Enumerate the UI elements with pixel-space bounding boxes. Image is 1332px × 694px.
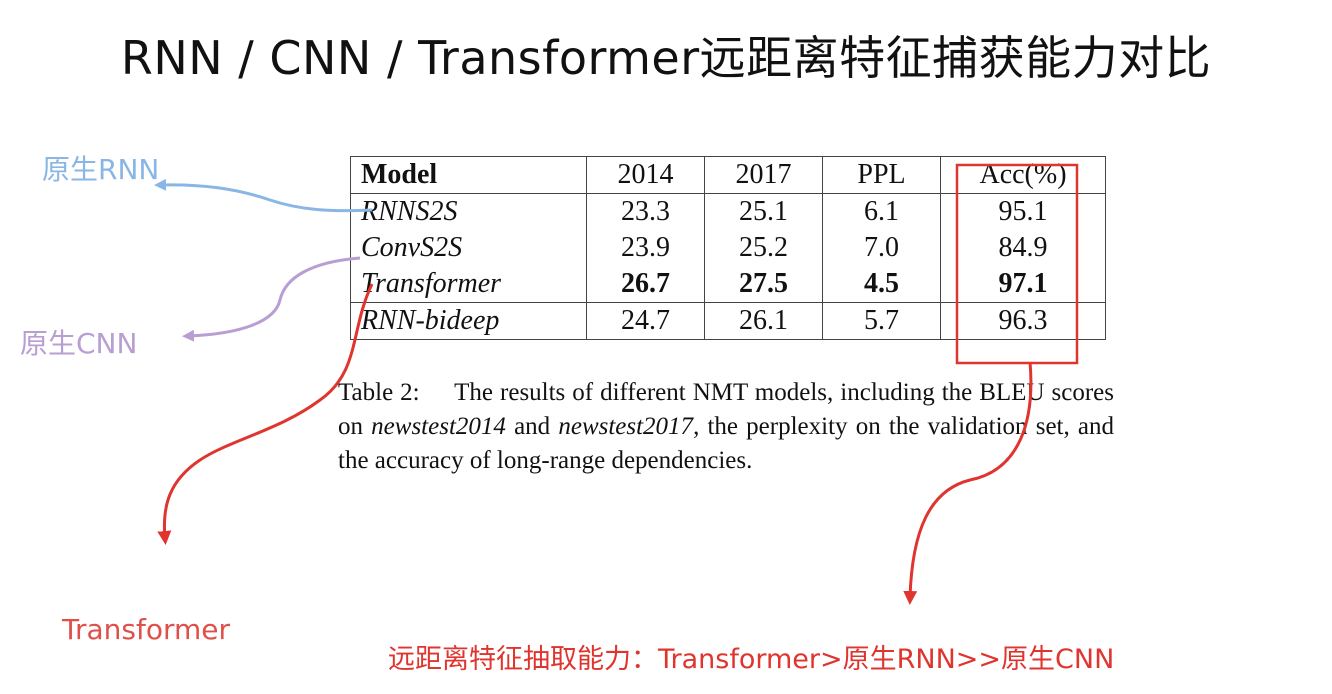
caption-lead: Table 2: xyxy=(338,379,420,406)
rnn-arrow xyxy=(154,178,373,213)
ppl-cell: 5.7 xyxy=(822,302,941,340)
bleu-2014-cell: 24.7 xyxy=(586,302,705,340)
slide-title: RNN / CNN / Transformer远距离特征捕获能力对比 xyxy=(120,31,1212,85)
bleu-2014-cell: 23.3 xyxy=(586,193,705,230)
ppl-cell: 6.1 xyxy=(822,193,941,230)
bleu-2014-cell: 23.9 xyxy=(586,230,705,266)
acc-cell: 96.3 xyxy=(940,302,1106,340)
model-cell: RNN-bideep xyxy=(350,302,587,340)
bleu-2017-cell: 25.2 xyxy=(704,230,823,266)
ppl-cell: 7.0 xyxy=(822,230,941,266)
cnn-arrow xyxy=(182,256,361,342)
header-acc: Acc(%) xyxy=(940,156,1106,194)
header-2017: 2017 xyxy=(704,156,823,194)
table-row: RNN-bideep 24.7 26.1 5.7 96.3 xyxy=(350,302,1106,340)
rnn-annotation-label: 原生RNN xyxy=(42,153,160,186)
model-cell: ConvS2S xyxy=(350,230,587,266)
acc-cell: 95.1 xyxy=(940,193,1106,230)
bleu-2014-cell: 26.7 xyxy=(586,266,705,303)
model-cell: Transformer xyxy=(350,266,587,303)
ppl-cell: 4.5 xyxy=(822,266,941,303)
table-header-row: Model 2014 2017 PPL Acc(%) xyxy=(350,156,1106,194)
model-cell: RNNS2S xyxy=(350,193,587,230)
table-caption: Table 2: The results of different NMT mo… xyxy=(338,376,1114,478)
caption-emphasis-1: newstest2014 xyxy=(371,413,506,440)
caption-text-2: and xyxy=(514,413,551,440)
transformer-annotation-label: Transformer xyxy=(62,613,231,646)
bleu-2017-cell: 25.1 xyxy=(704,193,823,230)
acc-cell: 84.9 xyxy=(940,230,1106,266)
cnn-annotation-label: 原生CNN xyxy=(20,327,138,360)
caption-text-3: , the perplexity on the validation set, … xyxy=(338,413,1115,474)
header-2014: 2014 xyxy=(586,156,705,194)
bleu-2017-cell: 27.5 xyxy=(704,266,823,303)
table-row: ConvS2S 23.9 25.2 7.0 84.9 xyxy=(350,230,1106,266)
conclusion-text: 远距离特征抽取能力：Transformer>原生RNN>>原生CNN xyxy=(388,644,1115,675)
acc-cell: 97.1 xyxy=(940,266,1106,303)
bleu-2017-cell: 26.1 xyxy=(704,302,823,340)
header-model: Model xyxy=(350,156,587,194)
results-table: Model 2014 2017 PPL Acc(%) RNNS2S 23.3 2… xyxy=(350,156,1106,340)
table-row: Transformer 26.7 27.5 4.5 97.1 xyxy=(350,266,1106,303)
table-row: RNNS2S 23.3 25.1 6.1 95.1 xyxy=(350,193,1106,230)
caption-emphasis-2: newstest2017 xyxy=(558,413,694,440)
header-ppl: PPL xyxy=(822,156,941,194)
